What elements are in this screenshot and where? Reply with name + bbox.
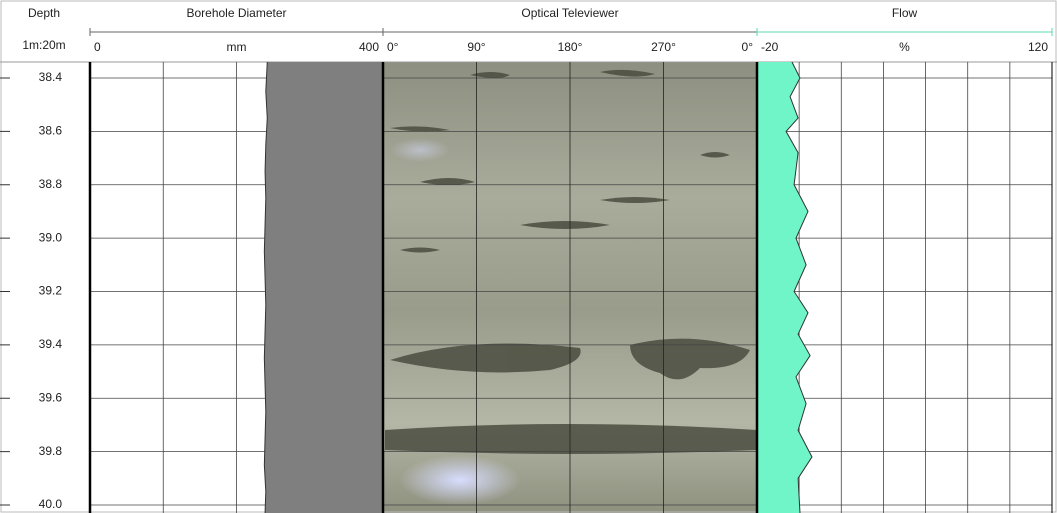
depth-title: Depth (28, 6, 60, 20)
track-unit: mm (227, 40, 247, 54)
depth-scale: 1m:20m (22, 38, 65, 52)
depth-tick-label: 39.6 (39, 390, 63, 404)
x-tick-label: 400 (359, 40, 379, 54)
x-tick-label: -20 (761, 40, 779, 54)
x-tick-label: 270° (651, 40, 676, 54)
x-tick-label: 0° (742, 40, 754, 54)
depth-tick-label: 38.4 (39, 70, 63, 84)
track-title: Flow (892, 6, 918, 20)
x-tick-label: 120 (1028, 40, 1048, 54)
x-tick-label: 180° (558, 40, 583, 54)
depth-tick-label: 39.8 (39, 444, 63, 458)
track-unit: % (899, 40, 910, 54)
depth-tick-label: 39.4 (39, 337, 63, 351)
flow-fill (757, 62, 812, 513)
x-tick-label: 0° (387, 40, 399, 54)
track-title: Borehole Diameter (186, 6, 286, 20)
depth-tick-label: 40.0 (39, 497, 63, 511)
depth-tick-label: 39.0 (39, 230, 63, 244)
flow-curve (785, 61, 813, 513)
depth-tick-label: 38.6 (39, 124, 63, 138)
diameter-fill (264, 62, 383, 513)
x-tick-label: 90° (467, 40, 485, 54)
track-title: Optical Televiewer (521, 6, 618, 20)
diameter-curve (263, 61, 268, 513)
depth-tick-label: 38.8 (39, 177, 63, 191)
depth-tick-label: 39.2 (39, 284, 63, 298)
x-tick-label: 0 (94, 40, 101, 54)
